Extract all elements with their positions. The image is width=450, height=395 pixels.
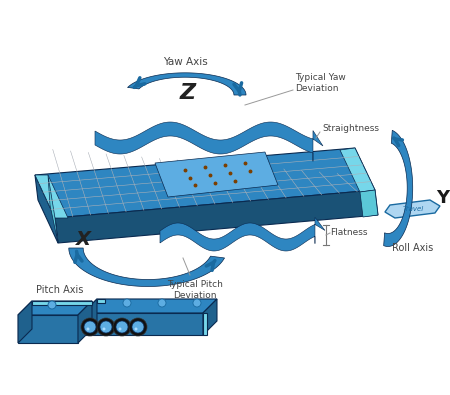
Circle shape <box>123 299 131 307</box>
Circle shape <box>113 318 131 336</box>
Polygon shape <box>340 148 375 192</box>
Circle shape <box>135 327 138 331</box>
Text: Travel: Travel <box>402 206 423 212</box>
Text: Typical Pitch
Deviation: Typical Pitch Deviation <box>167 280 223 300</box>
Polygon shape <box>18 315 78 343</box>
Polygon shape <box>83 299 97 335</box>
Text: Roll Axis: Roll Axis <box>392 243 434 253</box>
Polygon shape <box>83 299 217 313</box>
Circle shape <box>84 321 96 333</box>
Polygon shape <box>95 122 323 161</box>
Polygon shape <box>155 152 278 197</box>
Polygon shape <box>384 130 413 246</box>
Text: Pitch Axis: Pitch Axis <box>36 285 84 295</box>
Polygon shape <box>128 73 246 95</box>
Circle shape <box>86 327 90 331</box>
Circle shape <box>129 318 147 336</box>
Polygon shape <box>385 200 440 218</box>
Polygon shape <box>18 301 92 315</box>
Circle shape <box>118 327 122 331</box>
Polygon shape <box>35 175 68 218</box>
Circle shape <box>48 301 56 309</box>
Text: X: X <box>76 231 90 250</box>
Polygon shape <box>83 313 203 335</box>
Text: Z: Z <box>180 83 196 103</box>
Circle shape <box>103 327 105 331</box>
Circle shape <box>132 321 144 333</box>
Circle shape <box>116 321 128 333</box>
Circle shape <box>81 318 99 336</box>
Text: Straightness: Straightness <box>322 124 379 132</box>
Circle shape <box>193 299 201 307</box>
Polygon shape <box>160 217 325 251</box>
Polygon shape <box>32 301 92 305</box>
Circle shape <box>97 318 115 336</box>
Circle shape <box>158 299 166 307</box>
Polygon shape <box>69 248 225 286</box>
Polygon shape <box>55 190 378 243</box>
Polygon shape <box>97 299 105 303</box>
Text: Flatness: Flatness <box>330 228 368 237</box>
Text: Yaw Axis: Yaw Axis <box>162 57 207 67</box>
Polygon shape <box>48 175 58 243</box>
Polygon shape <box>203 299 217 335</box>
Polygon shape <box>35 148 375 218</box>
Circle shape <box>100 321 112 333</box>
Polygon shape <box>360 190 378 217</box>
Polygon shape <box>203 313 207 335</box>
Polygon shape <box>35 175 58 243</box>
Polygon shape <box>78 301 92 343</box>
Polygon shape <box>18 301 32 343</box>
Text: Y: Y <box>436 189 450 207</box>
Text: Typical Yaw
Deviation: Typical Yaw Deviation <box>295 73 346 93</box>
